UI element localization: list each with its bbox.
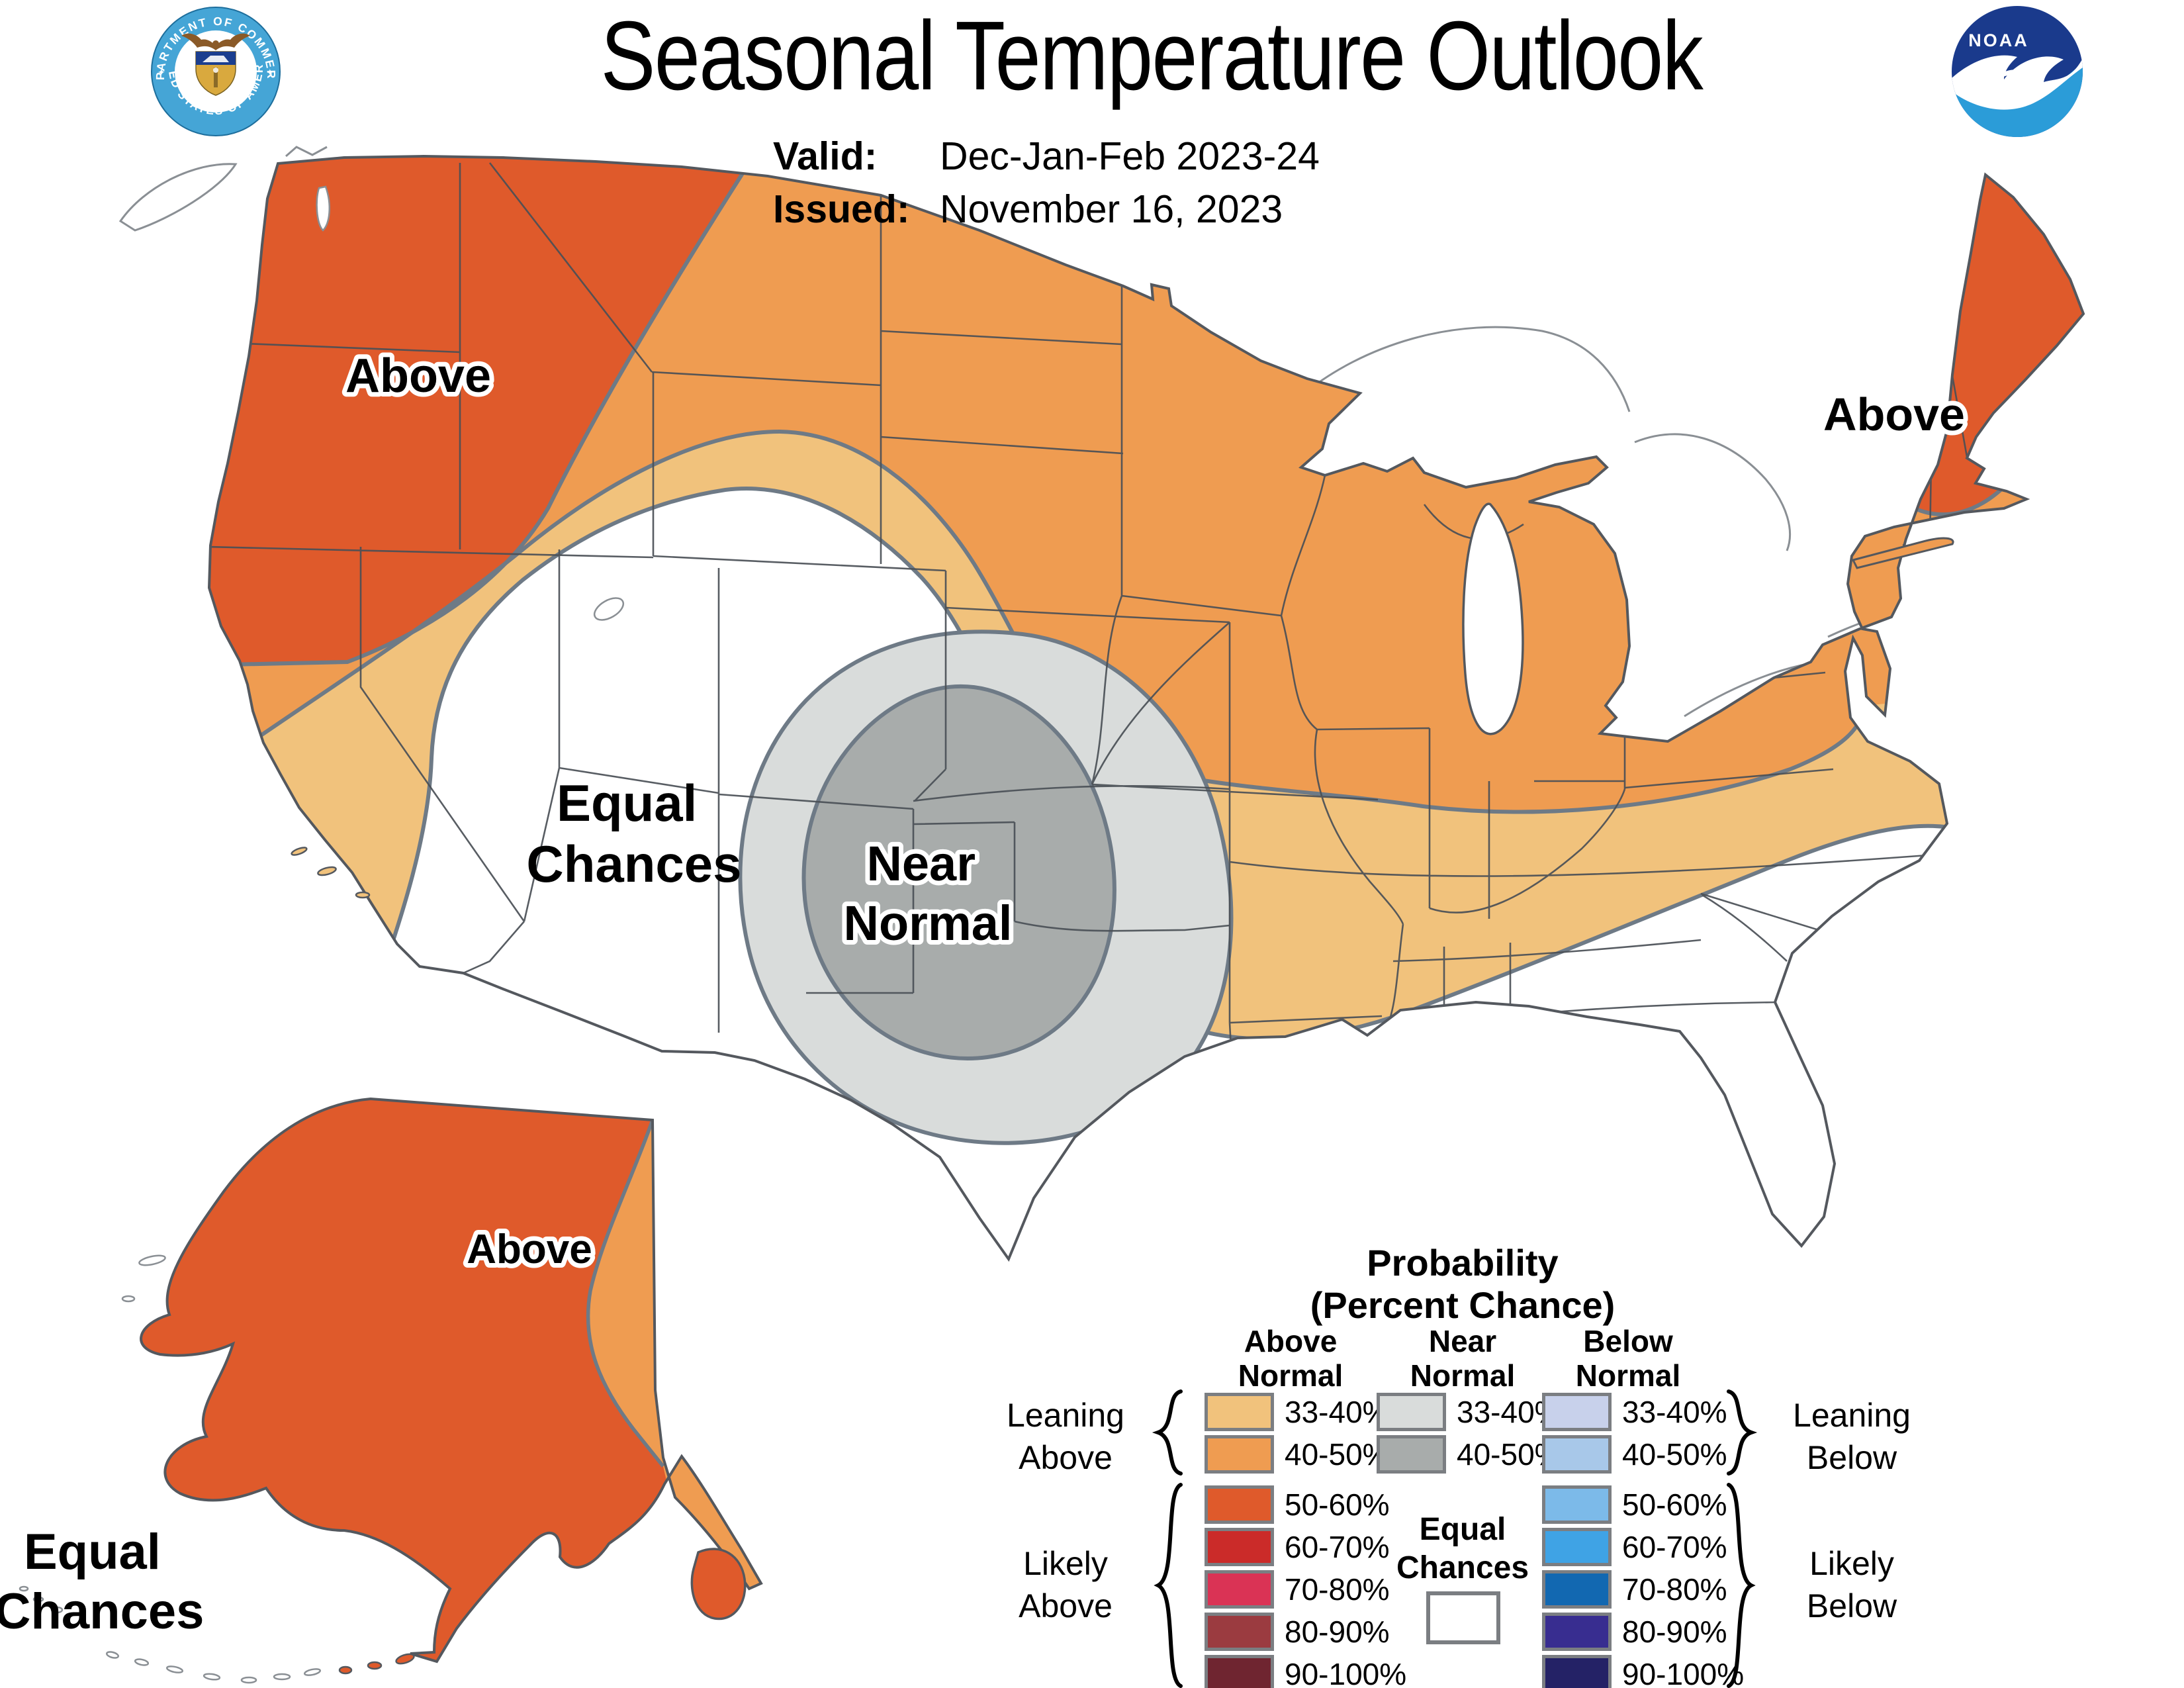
swatch-below-90-100 [1542,1655,1612,1688]
aleutian-islands [338,1653,415,1675]
swatch-above-70-80 [1205,1570,1274,1609]
legend-header-above: Above Normal [1238,1324,1343,1393]
seal-star-left: ✦ [158,67,165,77]
swatch-above-60-70 [1205,1528,1274,1566]
legend-row-near-33-40: 33-40% [1377,1393,1562,1431]
brace-likely-below [1727,1483,1756,1688]
region-above-50-60-west [209,156,745,669]
aleutian-islands-outline [19,1254,322,1684]
channel-islands [291,847,371,899]
region-near-normal-40-50 [801,684,1116,1060]
context-shorelines [118,146,1895,718]
swatch-below-40-50 [1542,1435,1612,1474]
noaa-logo-text: NOAA [1968,30,2029,50]
legend-group-likely-below: Likely Below [1806,1545,1897,1624]
issued-label: Issued: [773,187,910,231]
legend-row-above-90-100: 90-100% [1205,1655,1406,1688]
legend-title: Probability (Percent Chance) [1310,1242,1615,1326]
swatch-below-70-80 [1542,1570,1612,1609]
region-above-50-60-northeast [1894,156,2083,515]
swatch-near-40-50 [1377,1435,1446,1474]
legend-row-above-80-90: 80-90% [1205,1613,1390,1651]
seal-emblem [181,33,250,96]
legend-equal-chances-label: Equal Chances [1396,1512,1529,1585]
swatch-above-90-100 [1205,1655,1274,1688]
legend-row-near-40-50: 40-50% [1377,1435,1562,1474]
brace-leaning-below [1727,1389,1758,1476]
legend-group-likely-above: Likely Above [1019,1545,1113,1624]
legend-group-leaning-below: Leaning Below [1793,1397,1911,1476]
legend-row-below-70-80: 70-80% [1542,1570,1727,1609]
swatch-below-50-60 [1542,1485,1612,1524]
swatch-above-33-40 [1205,1393,1274,1431]
issued-value: November 16, 2023 [940,187,1283,231]
swatch-near-33-40 [1377,1393,1446,1431]
legend-equal-chances-swatch [1426,1591,1500,1644]
issue-info: Valid: Dec-Jan-Feb 2023-24 Issued: Novem… [773,130,1320,236]
page-title: Seasonal Temperature Outlook [600,1,1704,111]
legend-row-below-50-60: 50-60% [1542,1485,1727,1524]
noaa-logo: NOAA [1952,6,2083,137]
legend-row-above-70-80: 70-80% [1205,1570,1390,1609]
legend-row-above-33-40: 33-40% [1205,1393,1390,1431]
label-above-west: Above [345,350,491,402]
alaska-contour [586,1119,665,1468]
valid-label: Valid: [773,134,878,178]
legend-header-near: Near Normal [1410,1324,1516,1393]
legend-row-below-33-40: 33-40% [1542,1393,1727,1431]
brace-leaning-above [1152,1389,1183,1476]
state-borders [209,162,1978,1073]
region-above-33-40 [209,432,2041,1039]
label-above-northeast: Above [1823,389,1965,440]
lake-michigan [1462,502,1524,735]
legend-group-leaning-above: Leaning Above [1007,1397,1124,1476]
kodiak-island [690,1548,747,1620]
long-island [1851,537,1954,569]
alaska-landmass [141,1099,762,1662]
legend-header-below: Below Normal [1575,1324,1681,1393]
legend-row-above-40-50: 40-50% [1205,1435,1390,1474]
commerce-seal: DEPARTMENT OF COMMERCE UNITED STATES OF … [151,7,281,136]
legend-row-below-80-90: 80-90% [1542,1613,1727,1651]
seal-star-right: ✦ [266,67,274,77]
inland-lakes [316,185,625,621]
swatch-above-40-50 [1205,1435,1274,1474]
swatch-below-33-40 [1542,1393,1612,1431]
label-equal-chances-hawaii: Equal Chances [0,1524,204,1640]
label-near-normal: Near Normal [844,836,1013,951]
legend-row-above-60-70: 60-70% [1205,1528,1390,1566]
label-above-alaska: Above [467,1227,592,1272]
valid-value: Dec-Jan-Feb 2023-24 [940,134,1320,178]
swatch-below-80-90 [1542,1613,1612,1651]
swatch-below-60-70 [1542,1528,1612,1566]
legend-row-below-60-70: 60-70% [1542,1528,1727,1566]
issued-row: Issued: November 16, 2023 [773,183,1320,236]
swatch-above-80-90 [1205,1613,1274,1651]
legend-row-below-40-50: 40-50% [1542,1435,1727,1474]
label-equal-chances-conus: Equal Chances [526,774,741,893]
valid-row: Valid: Dec-Jan-Feb 2023-24 [773,130,1320,183]
legend-row-below-90-100: 90-100% [1542,1655,1744,1688]
legend-row-above-50-60: 50-60% [1205,1485,1390,1524]
brace-likely-above [1154,1483,1183,1688]
swatch-above-50-60 [1205,1485,1274,1524]
